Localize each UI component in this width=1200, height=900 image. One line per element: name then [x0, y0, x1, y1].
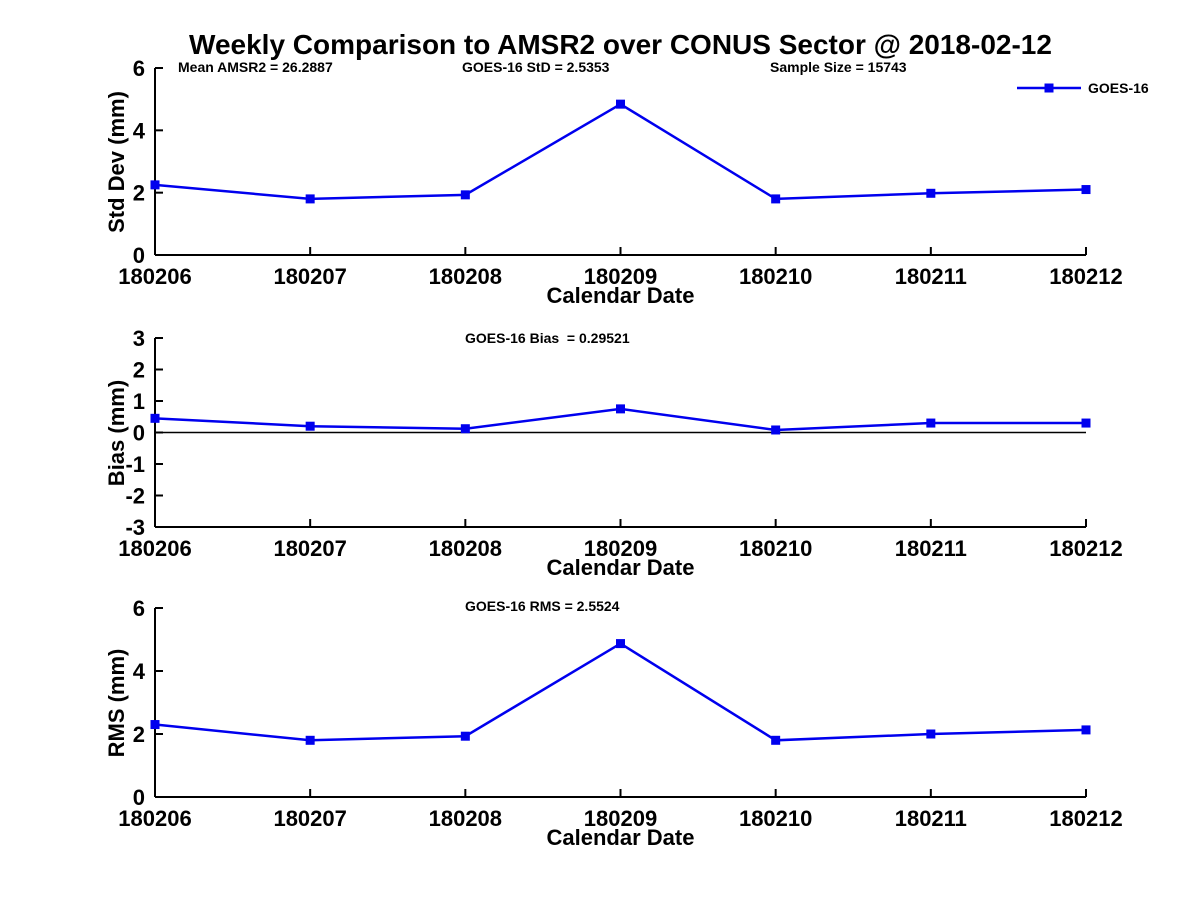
x-tick-label: 180211 [895, 806, 967, 831]
legend-label: GOES-16 [1088, 80, 1149, 96]
x-tick-label: 180212 [1049, 536, 1122, 561]
x-axis-label-bottom: Calendar Date [546, 825, 695, 850]
y-tick-label: -3 [125, 515, 145, 540]
x-tick-label: 180210 [739, 264, 812, 289]
x-tick-label: 180209 [584, 264, 657, 289]
data-point-marker [150, 180, 160, 190]
y-tick-label: -2 [125, 484, 145, 509]
annotation-goes16-bias: GOES-16 Bias = 0.29521 [465, 330, 630, 346]
x-tick-label: 180209 [584, 536, 657, 561]
y-tick-label: -1 [125, 452, 145, 477]
y-tick-label: 0 [133, 243, 145, 268]
legend: GOES-16 [1016, 78, 1149, 98]
data-point-marker [150, 413, 160, 423]
data-point-marker [1081, 725, 1091, 735]
x-tick-label: 180208 [429, 806, 502, 831]
y-tick-label: 4 [133, 659, 146, 684]
data-point-marker [926, 418, 936, 428]
x-tick-label: 180212 [1049, 806, 1122, 831]
x-tick-label: 180206 [118, 536, 191, 561]
data-point-marker [460, 190, 470, 200]
data-point-marker [926, 729, 936, 739]
x-tick-label: 180208 [429, 264, 502, 289]
y-tick-label: 2 [133, 181, 145, 206]
x-tick-label: 180206 [118, 264, 191, 289]
data-point-marker [1081, 418, 1091, 428]
data-point-marker [616, 639, 625, 649]
y-tick-label: 1 [133, 389, 145, 414]
annotation-goes16-std: GOES-16 StD = 2.5353 [462, 59, 610, 75]
y-tick-label: 6 [133, 596, 145, 621]
data-line [154, 642, 1087, 742]
annotation-sample-size: Sample Size = 15743 [770, 59, 907, 75]
data-point-marker [305, 421, 315, 431]
x-tick-label: 180211 [895, 264, 967, 289]
x-tick-label: 180211 [895, 536, 967, 561]
x-tick-label: 180207 [273, 264, 346, 289]
x-tick-label: 180210 [739, 806, 812, 831]
y-tick-label: 0 [133, 421, 145, 446]
y-tick-label: 2 [133, 358, 145, 383]
data-point-marker [460, 731, 470, 741]
x-tick-label: 180212 [1049, 264, 1122, 289]
x-axis-label-middle: Calendar Date [546, 555, 695, 580]
data-point-marker [616, 99, 625, 109]
data-point-marker [305, 735, 315, 745]
x-tick-label: 180209 [584, 806, 657, 831]
y-tick-label: 6 [133, 56, 145, 81]
x-axis-label-top: Calendar Date [546, 283, 695, 308]
x-tick-label: 180208 [429, 536, 502, 561]
data-point-marker [771, 735, 781, 745]
y-tick-label: 0 [133, 785, 145, 810]
data-point-marker [616, 404, 625, 414]
data-point-marker [771, 194, 781, 204]
legend-marker-icon [1044, 83, 1054, 93]
data-point-marker [150, 720, 160, 730]
x-tick-label: 180210 [739, 536, 812, 561]
annotation-mean-amsr2: Mean AMSR2 = 26.2887 [178, 59, 333, 75]
x-tick-label: 180207 [273, 536, 346, 561]
y-tick-label: 4 [133, 118, 146, 143]
x-tick-label: 180207 [273, 806, 346, 831]
data-point-marker [926, 188, 936, 198]
chart-title: Weekly Comparison to AMSR2 over CONUS Se… [189, 29, 1052, 60]
x-tick-label: 180206 [118, 806, 191, 831]
y-tick-label: 3 [133, 326, 145, 351]
data-point-marker [460, 424, 470, 434]
data-point-marker [771, 425, 781, 435]
data-line [154, 102, 1087, 201]
data-point-marker [305, 194, 315, 204]
legend-line-sample-icon [1017, 83, 1081, 93]
annotation-goes16-rms: GOES-16 RMS = 2.5524 [465, 598, 620, 614]
data-point-marker [1081, 185, 1091, 195]
y-tick-label: 2 [133, 722, 145, 747]
